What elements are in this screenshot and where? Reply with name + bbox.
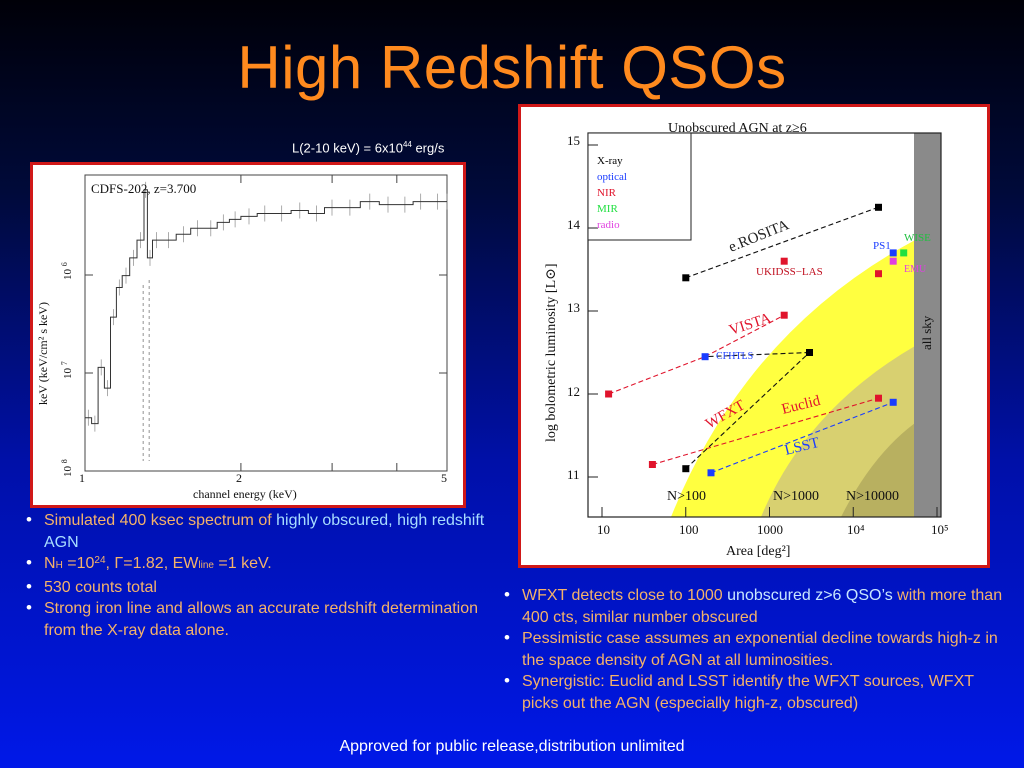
survey-label-ps1: PS1 xyxy=(873,240,891,252)
point-nir xyxy=(648,461,656,468)
agn-y-tick: 11 xyxy=(567,467,580,482)
agn-chart-frame: Unobscured AGN at z≥6 Area [deg²] log bo… xyxy=(518,104,990,568)
spectrum-ticks xyxy=(84,175,448,471)
spectrum-x-tick: 2 xyxy=(236,471,242,485)
point-mir xyxy=(900,249,908,257)
point-nir xyxy=(875,270,882,278)
point-optical xyxy=(707,469,715,477)
spectrum-lines xyxy=(85,181,448,461)
right-bullet-list: WFXT detects close to 1000 unobscured z>… xyxy=(504,584,1008,714)
agn-y-tick: 12 xyxy=(567,384,580,399)
spectrum-y-tick: 10 8 xyxy=(60,459,74,477)
survey-connector xyxy=(685,206,879,279)
point-xray xyxy=(806,349,813,356)
spectrum-y-tick: 10 6 xyxy=(60,262,74,280)
survey-connector xyxy=(652,397,879,466)
spectrum-x-label: channel energy (keV) xyxy=(193,487,297,501)
spectrum-model-line xyxy=(85,189,447,425)
point-nir xyxy=(780,257,788,265)
luminosity-label: L(2-10 keV) = 6x1044 erg/s xyxy=(292,140,445,156)
spectrum-y-tick: 10 7 xyxy=(60,361,74,379)
slide-title: High Redshift QSOs xyxy=(237,34,787,101)
agn-x-tick: 10⁴ xyxy=(847,522,865,537)
bullet-counts: 530 counts total xyxy=(26,576,490,599)
legend-xray: X-ray xyxy=(597,155,623,167)
spectrum-axes-box xyxy=(84,174,448,472)
agn-x-tick: 10⁵ xyxy=(931,522,949,537)
spectrum-x-tick: 5 xyxy=(441,471,447,485)
spectrum-chart-frame: CDFS-202, z=3.700 channel energy (keV) k… xyxy=(30,162,466,508)
survey-connector xyxy=(710,401,894,474)
survey-connector xyxy=(608,356,706,395)
agn-axes-box xyxy=(587,132,942,518)
agn-y-tick: 15 xyxy=(567,133,580,148)
bullet-simulated-spectrum: Simulated 400 ksec spectrum of highly ob… xyxy=(26,509,490,553)
spectrum-chart: CDFS-202, z=3.700 channel energy (keV) k… xyxy=(36,174,448,501)
survey-connector xyxy=(704,314,785,358)
bullet-parameters: NH =1024, Γ=1.82, EWline =1 keV. xyxy=(26,552,490,577)
point-optical xyxy=(889,249,897,257)
agn-x-tick: 10 xyxy=(597,522,610,537)
bullet-wfxt-detects: WFXT detects close to 1000 unobscured z>… xyxy=(504,584,1008,628)
point-optical xyxy=(889,398,897,406)
survey-connector xyxy=(705,351,810,358)
survey-label-ukidss: UKIDSS−LAS xyxy=(756,266,823,278)
legend-box xyxy=(587,132,692,241)
survey-label-emu: EMU xyxy=(904,264,927,275)
agn-ticks xyxy=(588,144,938,517)
bullet-iron-line: Strong iron line and allows an accurate … xyxy=(26,597,490,641)
agn-points xyxy=(605,203,908,477)
agn-x-tick: 100 xyxy=(679,522,699,537)
zone-label-n1000: N>1000 xyxy=(773,489,819,504)
survey-connector xyxy=(685,352,810,470)
point-optical xyxy=(701,353,709,361)
survey-label-wise: WISE xyxy=(904,232,931,244)
zone-label-n10000: N>10000 xyxy=(846,489,899,504)
legend-radio: radio xyxy=(597,219,620,231)
all-sky-label: all sky xyxy=(919,315,934,350)
point-xray xyxy=(682,465,690,473)
agn-x-tick: 1000 xyxy=(757,522,783,537)
left-bullet-list: Simulated 400 ksec spectrum of highly ob… xyxy=(26,509,490,641)
legend-mir: MIR xyxy=(597,203,618,215)
point-nir xyxy=(875,394,882,402)
agn-y-tick: 14 xyxy=(567,217,581,232)
point-xray xyxy=(682,274,690,282)
spectrum-y-label: keV (keV/cm² s keV) xyxy=(36,302,50,405)
spectrum-chart-title: CDFS-202, z=3.700 xyxy=(91,181,196,196)
agn-chart-title: Unobscured AGN at z≥6 xyxy=(668,121,807,136)
point-xray xyxy=(875,203,882,211)
point-nir xyxy=(780,311,788,319)
bullet-synergistic: Synergistic: Euclid and LSST identify th… xyxy=(504,670,1008,714)
agn-y-label: log bolometric luminosity [L⊙] xyxy=(544,263,559,442)
point-nir xyxy=(605,390,613,398)
spectrum-x-tick: 1 xyxy=(79,471,85,485)
legend-nir: NIR xyxy=(597,187,617,199)
legend-optical: optical xyxy=(597,171,627,183)
bullet-pessimistic: Pessimistic case assumes an exponential … xyxy=(504,627,1008,671)
agn-connector-lines xyxy=(608,206,894,474)
agn-x-label: Area [deg²] xyxy=(726,544,790,559)
survey-label-cfhtls: CFHTLS xyxy=(716,351,753,362)
zone-label-n100: N>100 xyxy=(667,489,706,504)
point-radio xyxy=(889,257,897,265)
all-sky-band xyxy=(914,133,941,517)
agn-y-tick: 13 xyxy=(567,300,580,315)
footer-release-note: Approved for public release,distribution… xyxy=(339,738,685,755)
agn-chart: Unobscured AGN at z≥6 Area [deg²] log bo… xyxy=(544,121,949,559)
